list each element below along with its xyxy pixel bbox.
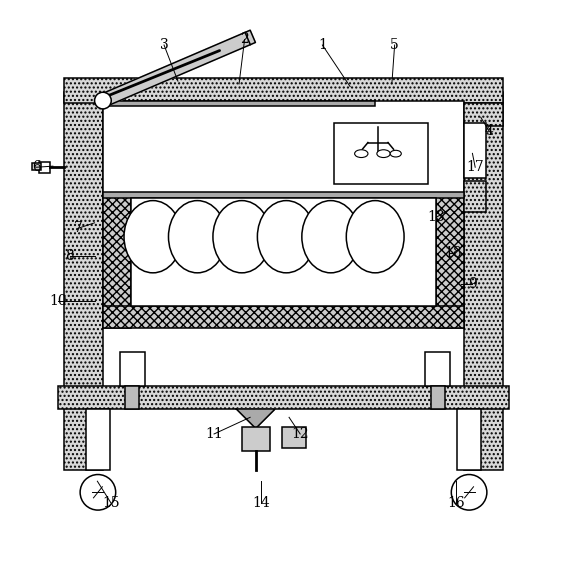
Text: 17: 17 bbox=[466, 160, 484, 174]
Ellipse shape bbox=[124, 200, 182, 273]
Bar bbox=[464, 104, 503, 126]
Circle shape bbox=[80, 475, 116, 510]
Bar bbox=[242, 427, 270, 450]
Text: 18: 18 bbox=[444, 247, 462, 261]
Bar bbox=[58, 386, 509, 409]
Bar bbox=[103, 101, 464, 198]
Text: 12: 12 bbox=[291, 427, 309, 441]
Text: 7: 7 bbox=[74, 221, 82, 236]
Text: 6: 6 bbox=[32, 160, 41, 174]
Bar bbox=[103, 192, 464, 198]
Bar bbox=[103, 195, 130, 328]
Text: 13: 13 bbox=[428, 210, 445, 224]
Bar bbox=[333, 123, 428, 184]
Bar bbox=[464, 92, 503, 470]
Text: 16: 16 bbox=[447, 496, 464, 511]
Bar bbox=[437, 195, 464, 328]
Bar bbox=[32, 163, 41, 170]
Text: 10: 10 bbox=[50, 294, 67, 307]
Bar bbox=[131, 198, 437, 306]
Bar bbox=[458, 409, 481, 470]
Bar bbox=[103, 306, 464, 328]
Ellipse shape bbox=[354, 150, 368, 157]
Text: 4: 4 bbox=[485, 124, 493, 138]
Bar bbox=[120, 352, 145, 386]
Ellipse shape bbox=[346, 200, 404, 273]
Polygon shape bbox=[100, 30, 255, 107]
Bar bbox=[86, 409, 109, 470]
Bar bbox=[39, 162, 50, 173]
Text: 15: 15 bbox=[103, 496, 120, 511]
Ellipse shape bbox=[213, 200, 270, 273]
Text: 3: 3 bbox=[160, 38, 168, 52]
Bar bbox=[125, 386, 139, 409]
Ellipse shape bbox=[377, 150, 390, 157]
Text: 11: 11 bbox=[205, 427, 223, 441]
Bar bbox=[425, 352, 450, 386]
Bar bbox=[64, 78, 503, 104]
Circle shape bbox=[95, 92, 111, 109]
Polygon shape bbox=[236, 409, 275, 428]
Bar bbox=[282, 427, 306, 448]
Bar bbox=[64, 92, 103, 470]
Text: 1: 1 bbox=[318, 38, 327, 52]
Text: 8: 8 bbox=[65, 249, 74, 263]
Bar bbox=[464, 123, 486, 178]
Text: 5: 5 bbox=[390, 38, 399, 52]
Ellipse shape bbox=[390, 151, 401, 157]
Text: 2: 2 bbox=[240, 32, 249, 46]
Bar bbox=[431, 386, 445, 409]
Ellipse shape bbox=[257, 200, 315, 273]
Text: 14: 14 bbox=[252, 496, 270, 511]
Ellipse shape bbox=[168, 200, 226, 273]
Bar bbox=[464, 181, 486, 212]
Bar bbox=[103, 101, 375, 106]
Text: 9: 9 bbox=[468, 277, 477, 291]
Circle shape bbox=[451, 475, 487, 510]
Ellipse shape bbox=[302, 200, 359, 273]
